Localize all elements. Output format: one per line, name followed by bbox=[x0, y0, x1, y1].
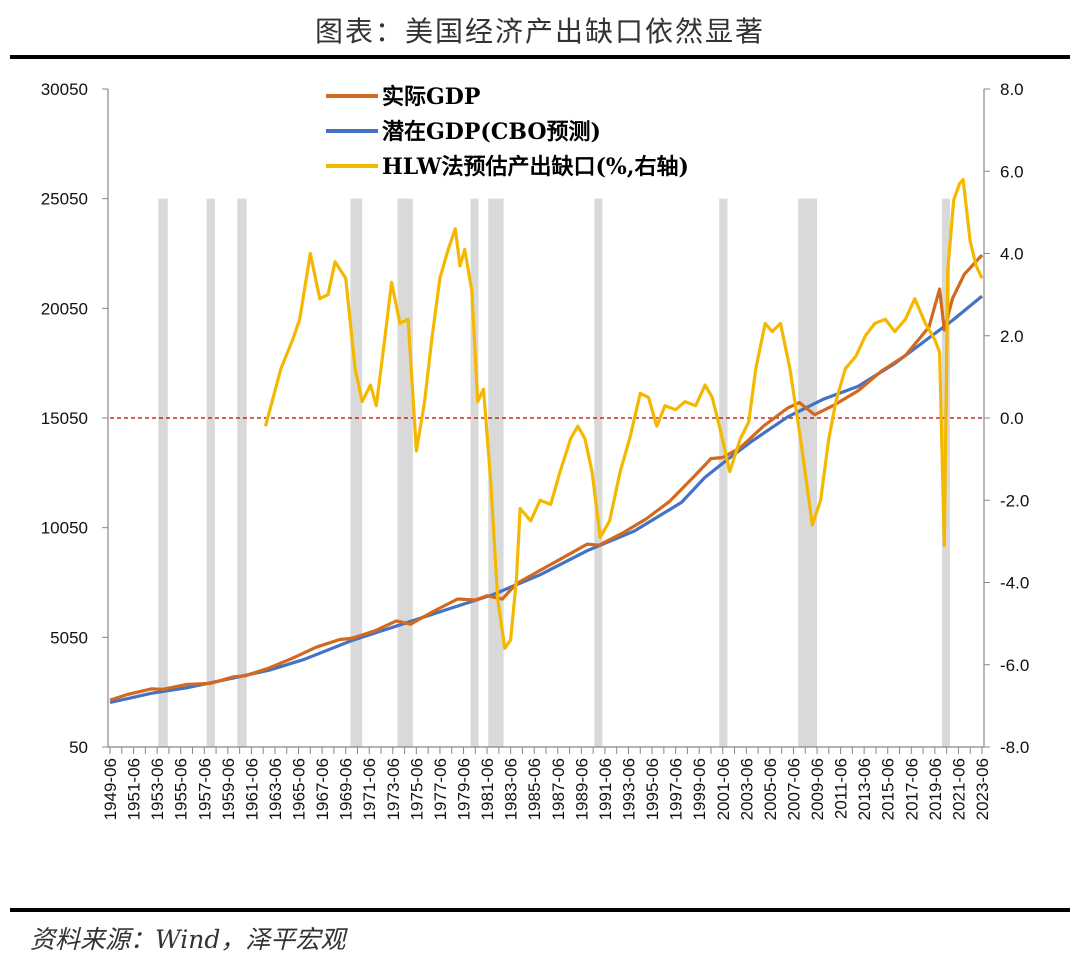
right-axis-tick-label: 4.0 bbox=[1000, 245, 1024, 264]
x-axis-tick-label: 2007-06 bbox=[784, 758, 803, 820]
x-axis-tick-label: 2019-06 bbox=[926, 758, 945, 820]
recession-band bbox=[798, 198, 818, 747]
page-title: 图表：美国经济产出缺口依然显著 bbox=[314, 15, 765, 48]
series-line-output-gap bbox=[263, 177, 984, 650]
x-axis-tick-label: 1981-06 bbox=[478, 758, 497, 820]
x-axis-tick-label: 1951-06 bbox=[125, 758, 144, 820]
x-axis-tick-label: 1983-06 bbox=[502, 758, 521, 820]
x-axis-tick-label: 2005-06 bbox=[761, 758, 780, 820]
x-axis-tick-label: 1991-06 bbox=[596, 758, 615, 820]
right-axis-tick-label: 2.0 bbox=[1000, 327, 1024, 346]
left-axis-tick-label: 10050 bbox=[41, 519, 88, 538]
left-axis-tick-label: 30050 bbox=[41, 80, 88, 99]
x-axis-tick-label: 2001-06 bbox=[714, 758, 733, 820]
top-rule bbox=[10, 55, 1070, 59]
recession-band bbox=[237, 198, 247, 747]
left-axis-tick-label: 15050 bbox=[41, 409, 88, 428]
x-axis-tick-label: 1995-06 bbox=[643, 758, 662, 820]
x-axis-tick-label: 1963-06 bbox=[266, 758, 285, 820]
left-axis-tick-label: 50 bbox=[69, 738, 88, 757]
x-axis-tick-label: 1973-06 bbox=[384, 758, 403, 820]
bottom-rule bbox=[10, 908, 1070, 912]
x-axis-tick-label: 2011-06 bbox=[832, 758, 851, 819]
right-axis-tick-label: -6.0 bbox=[1000, 656, 1029, 675]
series-line-real-gdp bbox=[109, 253, 984, 702]
left-axis-tick-label: 25050 bbox=[41, 190, 88, 209]
source-note: 资料来源：Wind，泽平宏观 bbox=[30, 925, 346, 954]
recession-band bbox=[158, 198, 168, 747]
x-axis-tick-label: 1993-06 bbox=[619, 758, 638, 820]
recession-band bbox=[719, 198, 728, 747]
x-axis-tick-label: 1969-06 bbox=[337, 758, 356, 820]
x-axis-tick-label: 1955-06 bbox=[172, 758, 191, 820]
right-axis-tick-label: 6.0 bbox=[1000, 162, 1024, 181]
x-axis-tick-label: 1959-06 bbox=[219, 758, 238, 820]
x-axis-tick-label: 1953-06 bbox=[148, 758, 167, 820]
x-axis-tick-label: 2015-06 bbox=[879, 758, 898, 820]
x-axis-tick-label: 1997-06 bbox=[667, 758, 686, 820]
x-axis-tick-label: 1987-06 bbox=[549, 758, 568, 820]
legend-label: 潜在GDP(CBO预测) bbox=[382, 119, 601, 145]
x-axis-tick-label: 1985-06 bbox=[525, 758, 544, 820]
left-axis-tick-label: 5050 bbox=[50, 628, 88, 647]
x-axis-tick-label: 1965-06 bbox=[290, 758, 309, 820]
x-axis-tick-label: 2013-06 bbox=[855, 758, 874, 820]
recession-band bbox=[397, 198, 413, 747]
x-axis-tick-label: 2017-06 bbox=[902, 758, 921, 820]
left-axis-tick-label: 20050 bbox=[41, 299, 88, 318]
x-axis-tick-label: 1957-06 bbox=[195, 758, 214, 820]
x-axis-tick-label: 2003-06 bbox=[737, 758, 756, 820]
right-axis-tick-label: -8.0 bbox=[1000, 738, 1029, 757]
x-axis-tick-label: 2009-06 bbox=[808, 758, 827, 820]
recession-band bbox=[594, 198, 603, 747]
x-axis-tick-label: 1949-06 bbox=[101, 758, 120, 820]
recession-band bbox=[206, 198, 215, 747]
legend-label: HLW法预估产出缺口(%,右轴) bbox=[382, 154, 689, 180]
x-axis-tick-label: 1999-06 bbox=[690, 758, 709, 820]
right-axis-tick-label: -2.0 bbox=[1000, 491, 1029, 510]
legend-label: 实际GDP bbox=[382, 84, 480, 110]
x-axis-tick-label: 1961-06 bbox=[242, 758, 261, 820]
x-axis-tick-label: 1975-06 bbox=[407, 758, 426, 820]
recession-band bbox=[470, 198, 479, 747]
x-axis-tick-label: 2023-06 bbox=[973, 758, 992, 820]
x-axis-tick-label: 1977-06 bbox=[431, 758, 450, 820]
x-axis-tick-label: 1979-06 bbox=[455, 758, 474, 820]
recession-band bbox=[350, 198, 363, 747]
right-axis-tick-label: 8.0 bbox=[1000, 80, 1024, 99]
x-axis-tick-label: 2021-06 bbox=[949, 758, 968, 820]
x-axis-tick-label: 1989-06 bbox=[572, 758, 591, 820]
x-axis-tick-label: 1971-06 bbox=[360, 758, 379, 820]
right-axis-tick-label: 0.0 bbox=[1000, 409, 1024, 428]
right-axis-tick-label: -4.0 bbox=[1000, 574, 1029, 593]
x-axis-tick-label: 1967-06 bbox=[313, 758, 332, 820]
